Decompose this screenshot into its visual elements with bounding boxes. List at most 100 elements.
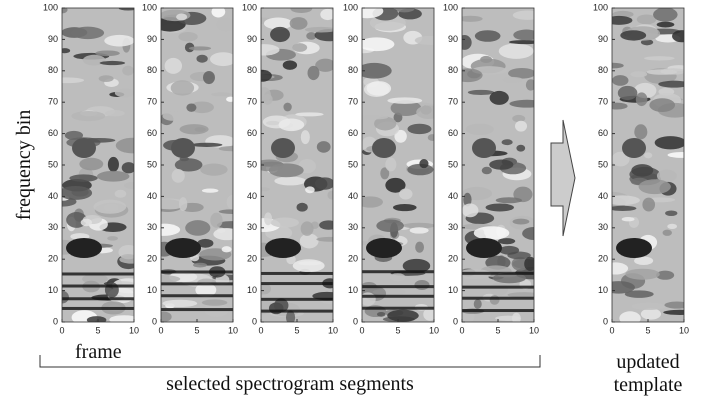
blob	[485, 203, 514, 212]
y-tick-label: 100	[43, 2, 58, 12]
y-tick-label: 0	[453, 316, 458, 326]
blob	[305, 186, 315, 194]
blob	[282, 60, 298, 70]
blob	[289, 17, 308, 30]
blob	[516, 144, 526, 152]
template-label: updated	[616, 351, 679, 373]
blob	[195, 282, 217, 297]
y-tick-label: 0	[152, 316, 157, 326]
blob	[71, 26, 105, 40]
blob	[642, 197, 656, 212]
x-tick-label: 10	[328, 325, 338, 335]
spectrogram	[261, 8, 333, 322]
blob	[507, 292, 534, 298]
y-tick-label: 20	[598, 254, 608, 264]
blob	[466, 238, 502, 258]
blob	[300, 130, 310, 145]
spectrogram	[62, 8, 134, 322]
blob	[385, 177, 406, 193]
blob	[399, 188, 413, 200]
blob	[261, 44, 280, 56]
blob	[635, 92, 648, 107]
blob	[285, 310, 296, 322]
blob	[201, 299, 228, 306]
spectrogram	[161, 8, 233, 322]
blob	[665, 210, 678, 217]
blob	[473, 299, 482, 310]
blob	[407, 123, 432, 135]
blob	[462, 68, 483, 83]
x-axis-label: frame	[75, 341, 122, 363]
blob	[387, 309, 419, 322]
band	[362, 306, 434, 310]
blob	[653, 8, 678, 22]
blob	[306, 32, 317, 40]
blob	[427, 134, 434, 141]
blob	[362, 62, 392, 79]
blob	[114, 189, 127, 198]
blob	[612, 15, 633, 25]
y-tick-label: 30	[598, 222, 608, 232]
blob	[109, 315, 134, 322]
y-tick-label: 10	[147, 285, 157, 295]
y-tick-label: 90	[448, 34, 458, 44]
blob	[218, 146, 233, 152]
blob	[319, 220, 333, 230]
blob	[643, 56, 675, 61]
blob	[414, 35, 434, 45]
blob	[423, 307, 434, 321]
y-tick-label: 50	[247, 159, 257, 169]
blob	[489, 295, 500, 305]
blob	[489, 282, 508, 296]
blob	[409, 227, 429, 234]
y-tick-label: 80	[247, 65, 257, 75]
blob	[72, 138, 96, 158]
blob	[624, 290, 654, 298]
blob	[619, 311, 641, 322]
blob	[640, 39, 654, 46]
blob	[612, 151, 630, 167]
y-tick-label: 50	[348, 159, 358, 169]
y-tick-label: 70	[348, 97, 358, 107]
blob	[634, 124, 648, 140]
spectrogram	[362, 8, 434, 322]
y-tick-label: 20	[147, 254, 157, 264]
blob	[649, 98, 676, 112]
y-tick-label: 80	[147, 65, 157, 75]
blob	[656, 169, 677, 183]
blob	[262, 93, 273, 105]
blob	[283, 102, 292, 112]
blob	[171, 138, 195, 158]
blob	[292, 43, 308, 52]
blob	[658, 80, 684, 88]
y-tick-label: 100	[343, 2, 358, 12]
blob	[631, 164, 654, 177]
y-tick-label: 70	[147, 97, 157, 107]
y-tick-label: 30	[147, 222, 157, 232]
y-tick-label: 30	[448, 222, 458, 232]
blob	[178, 197, 188, 212]
blob	[304, 26, 333, 33]
blob	[270, 26, 290, 43]
blob	[69, 174, 98, 182]
y-tick-label: 90	[48, 34, 58, 44]
y-tick-label: 40	[147, 191, 157, 201]
blob	[512, 10, 534, 20]
blob	[393, 203, 417, 212]
blob	[646, 69, 678, 75]
blob	[465, 123, 494, 136]
y-tick-label: 100	[142, 2, 157, 12]
blob	[270, 217, 299, 228]
band	[261, 297, 333, 301]
blob	[372, 138, 396, 158]
blob	[62, 290, 69, 304]
blob	[394, 129, 407, 143]
blob	[513, 29, 534, 41]
blob	[630, 71, 648, 78]
blob	[497, 238, 516, 245]
blob	[622, 138, 646, 158]
blob	[616, 238, 652, 258]
band	[261, 309, 333, 313]
y-tick-label: 80	[48, 65, 58, 75]
